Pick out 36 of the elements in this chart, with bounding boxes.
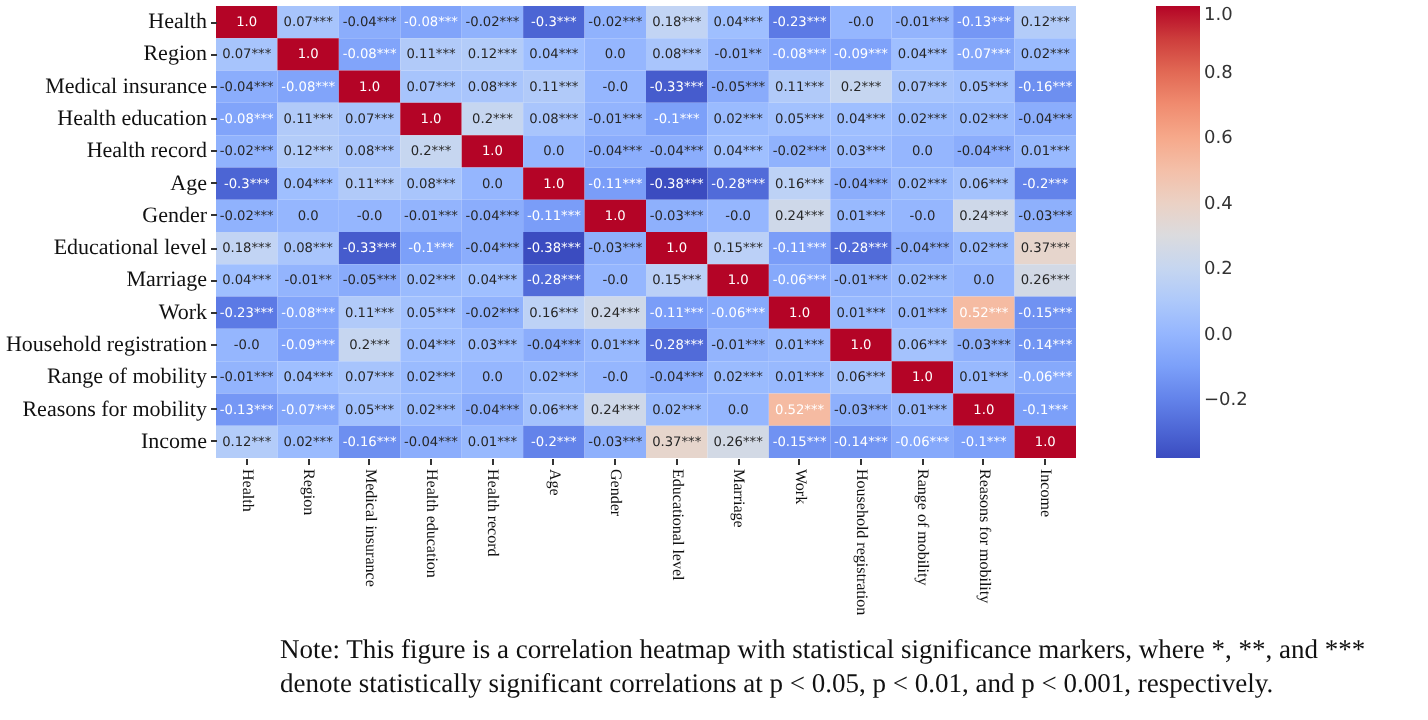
x-tick-label: Educational level bbox=[668, 469, 687, 583]
x-tick-label: Reasons for mobility bbox=[975, 469, 994, 604]
y-tick-label: Health record bbox=[86, 139, 208, 164]
x-tick-label: Work bbox=[791, 469, 810, 505]
x-tick-label: Range of mobility bbox=[914, 469, 933, 586]
color-bar-label: 0.0 bbox=[1204, 325, 1234, 346]
x-tick-label: Age bbox=[545, 469, 564, 497]
y-tick-label: Gender bbox=[142, 203, 208, 228]
y-tick-label: Reasons for mobility bbox=[22, 397, 208, 422]
y-tick-label: Household registration bbox=[5, 333, 208, 357]
y-tick-label: Health bbox=[148, 10, 208, 35]
color-bar-label: 0.6 bbox=[1204, 129, 1234, 150]
text: Note: This figure is a correlation heatmap with statistical significance markers, where *, **, and *** denote statistically significant correlations at p < 0.05, p < 0.01, and p < 0.001, respectively. bbox=[280, 632, 1368, 700]
x-tick-label: Gender bbox=[607, 469, 626, 517]
y-tick-label: Age bbox=[170, 171, 208, 196]
y-tick-label: Marriage bbox=[126, 268, 208, 293]
x-tick-label: Health bbox=[238, 469, 257, 512]
x-tick-label: Marriage bbox=[730, 469, 749, 529]
color-bar-label: 0.8 bbox=[1204, 63, 1234, 84]
x-tick-label: Region bbox=[300, 469, 319, 516]
y-tick-label: Income bbox=[141, 429, 208, 454]
color-bar-label: 1.0 bbox=[1204, 6, 1234, 26]
y-tick-label: Region bbox=[143, 42, 208, 67]
x-tick-label: Health record bbox=[484, 469, 503, 557]
x-tick-label: Health education bbox=[423, 469, 441, 578]
y-tick-label: Medical insurance bbox=[45, 74, 208, 99]
y-tick-label: Educational level bbox=[53, 236, 207, 261]
x-tick-label: Income bbox=[1037, 469, 1056, 518]
color-bar-label: −0.2 bbox=[1204, 391, 1248, 412]
color-bar-label: 0.2 bbox=[1204, 260, 1233, 281]
color-bar-label: 0.4 bbox=[1204, 194, 1234, 215]
y-tick-label: Range of mobility bbox=[46, 365, 208, 390]
x-tick-label: Household registration bbox=[853, 469, 871, 616]
y-tick-label: Work bbox=[158, 300, 208, 325]
y-tick-label: Health education bbox=[57, 107, 208, 131]
x-tick-label: Medical insurance bbox=[361, 469, 380, 588]
